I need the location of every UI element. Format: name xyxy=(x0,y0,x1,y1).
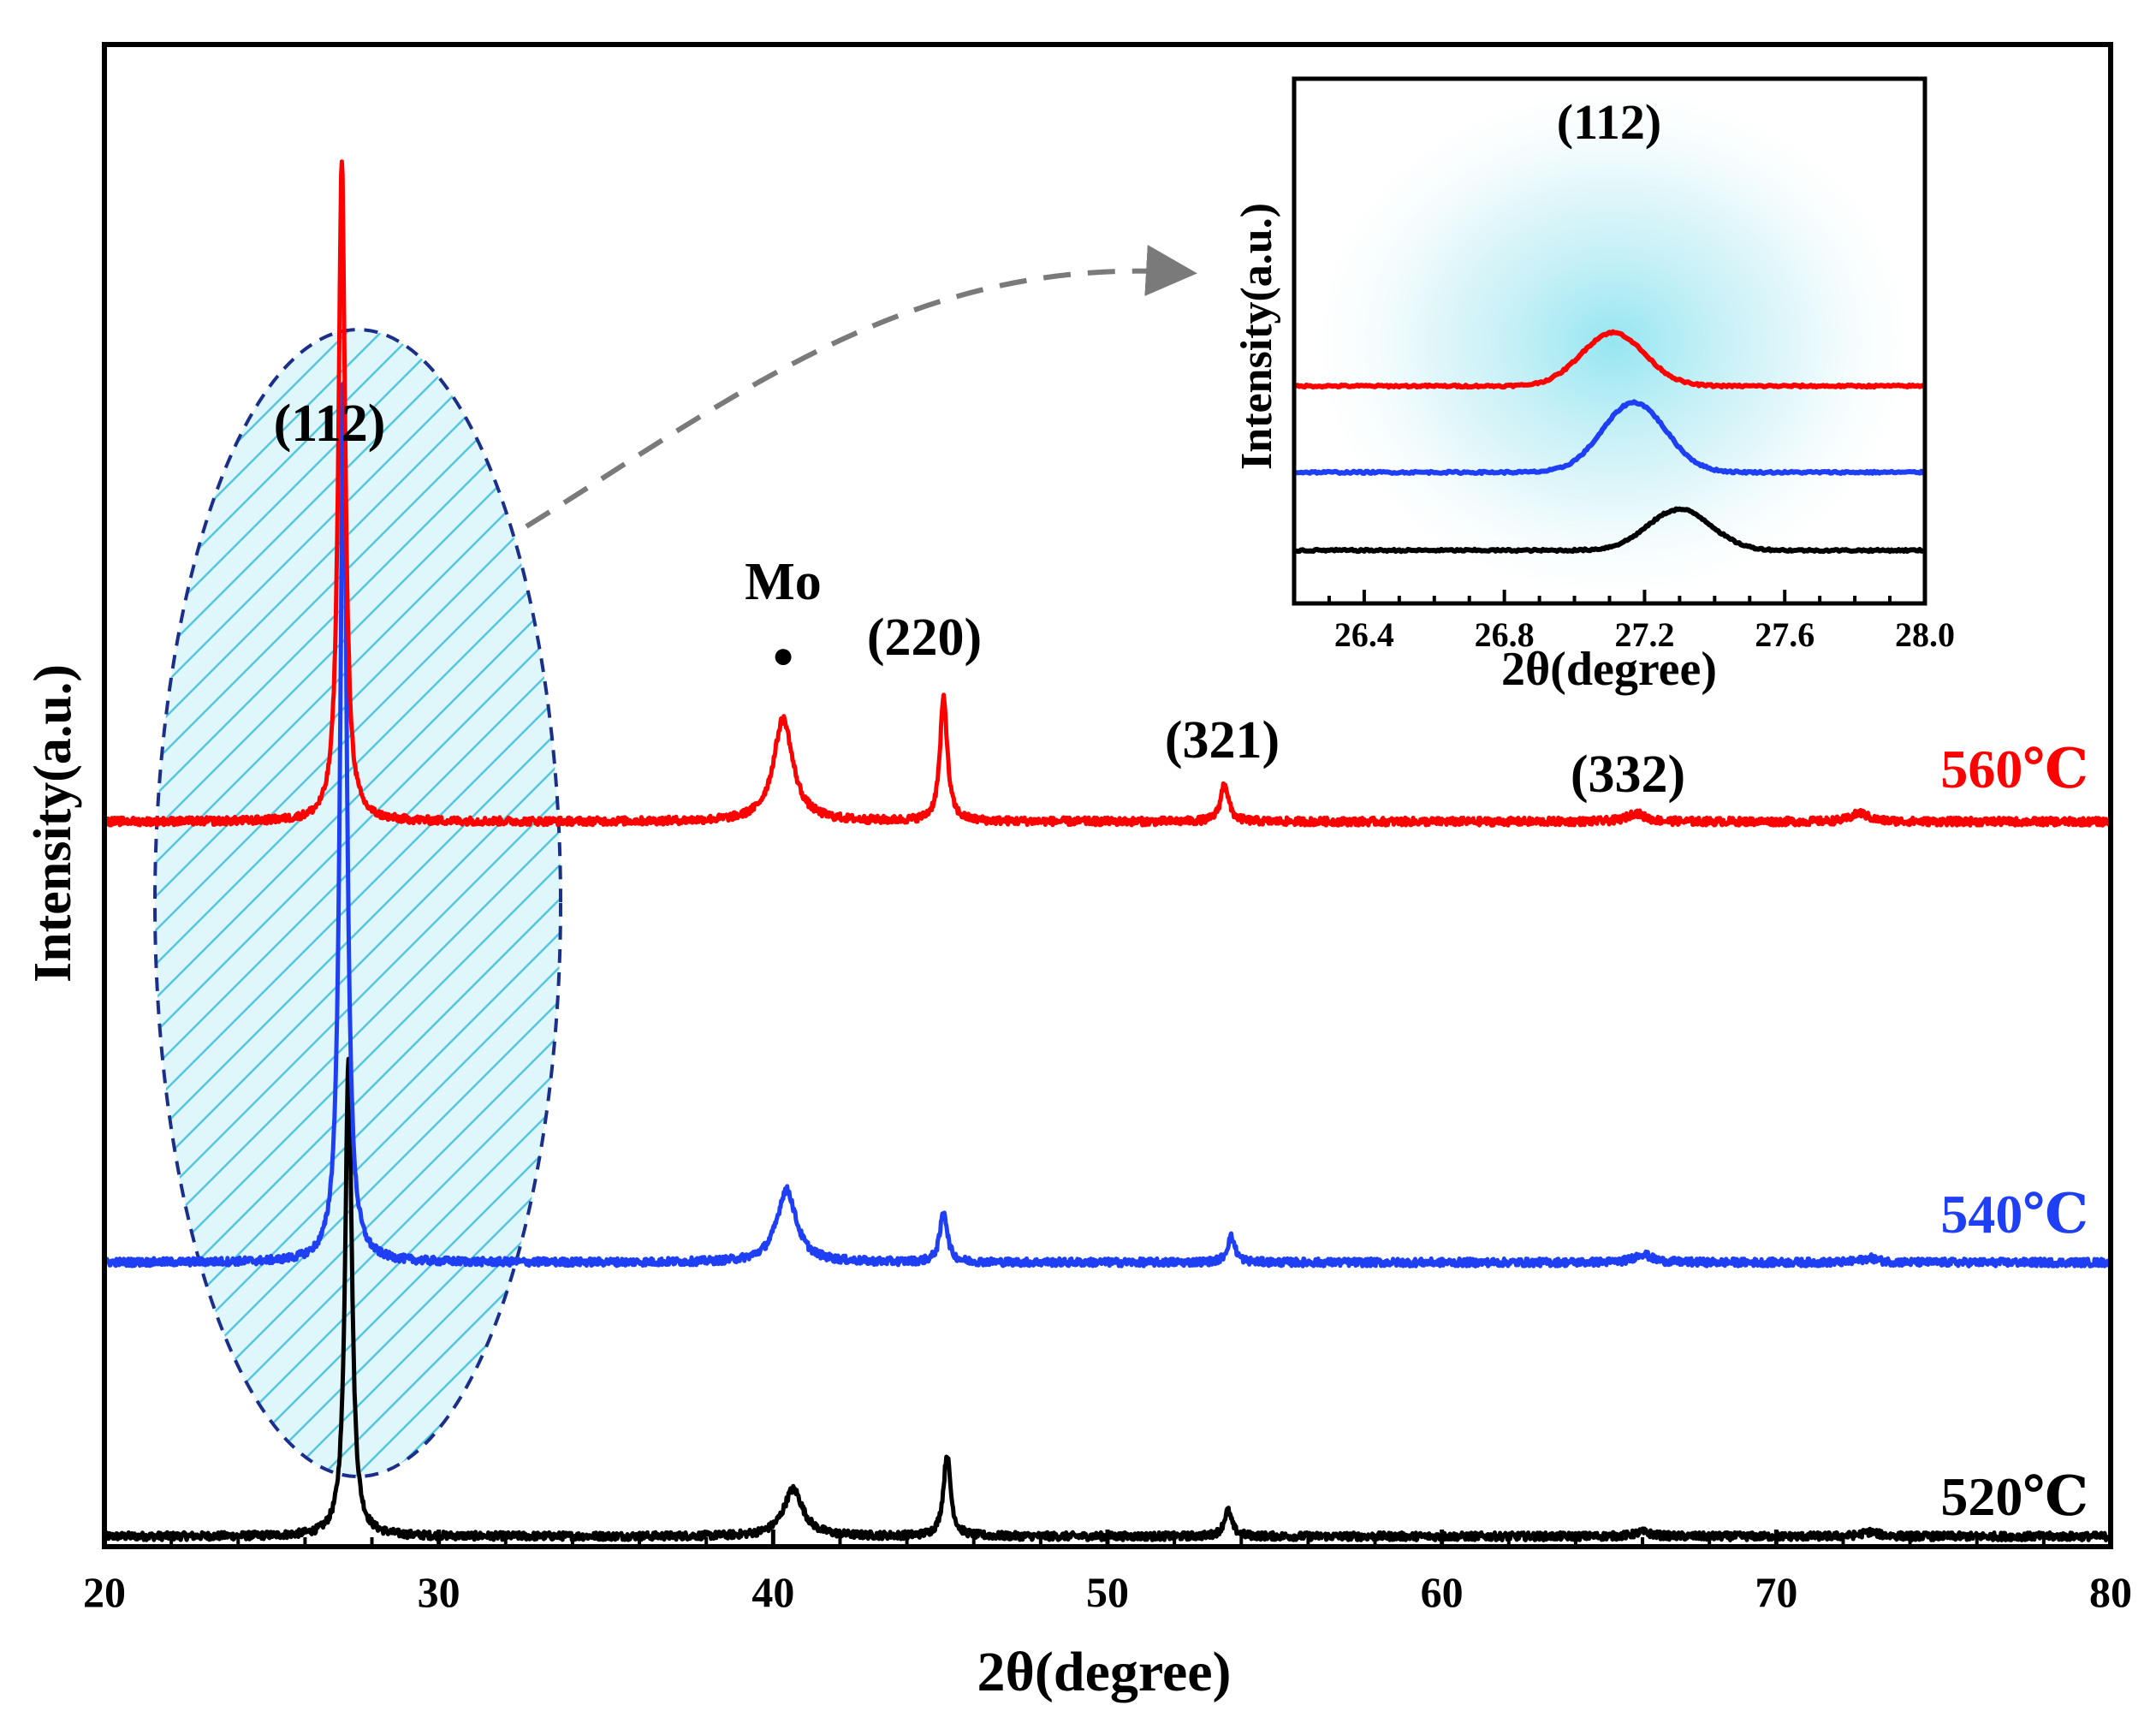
annotation-321: (321) xyxy=(1165,711,1280,769)
inset-glow xyxy=(1322,94,1904,591)
annotation-112: (112) xyxy=(274,395,386,453)
x-tick-label: 40 xyxy=(751,1568,794,1616)
highlight-ellipse xyxy=(153,328,562,1478)
x-tick-label: 20 xyxy=(83,1568,126,1616)
inset-annotation-112: (112) xyxy=(1557,94,1661,150)
series-line-560 xyxy=(104,159,2111,828)
inset-series-line-520 xyxy=(1294,506,1925,555)
x-tick-label: 80 xyxy=(2089,1568,2132,1616)
main-y-axis-title: Intensity(a.u.) xyxy=(24,664,82,983)
label-520: 520℃ xyxy=(1940,1466,2088,1527)
series-line-540 xyxy=(104,381,2111,1268)
inset-chart: 26.4 26.8 27.2 27.6 28.0 2θ(degree) Intensit… xyxy=(1232,76,1955,696)
inset-x-tick-label: 26.8 xyxy=(1475,615,1535,654)
inset-x-axis-title: 2θ(degree) xyxy=(1501,643,1717,696)
inset-y-axis-title: Intensity(a.u.) xyxy=(1232,203,1281,470)
x-tick-label: 60 xyxy=(1421,1568,1464,1616)
annotation-mo: Mo xyxy=(745,553,822,611)
inset-x-tick-label: 28.0 xyxy=(1895,615,1955,654)
annotation-mo-marker: ● xyxy=(772,634,795,676)
main-x-axis-title: 2θ(degree) xyxy=(977,1641,1231,1703)
zoom-arrow xyxy=(525,245,1197,529)
inset-series-line-560 xyxy=(1294,329,1925,390)
annotation-220: (220) xyxy=(867,609,982,667)
annotation-332: (332) xyxy=(1571,746,1685,804)
inset-series-line-540 xyxy=(1294,399,1925,476)
inset-x-tick-label: 27.6 xyxy=(1755,615,1814,654)
x-tick-label: 70 xyxy=(1755,1568,1797,1616)
x-tick-label: 30 xyxy=(418,1568,460,1616)
inset-x-tick-label: 27.2 xyxy=(1614,615,1674,654)
label-560: 560℃ xyxy=(1940,739,2088,799)
x-tick-label: 50 xyxy=(1086,1568,1129,1616)
inset-x-tick-label: 26.4 xyxy=(1334,615,1394,654)
label-540: 540℃ xyxy=(1940,1184,2088,1245)
